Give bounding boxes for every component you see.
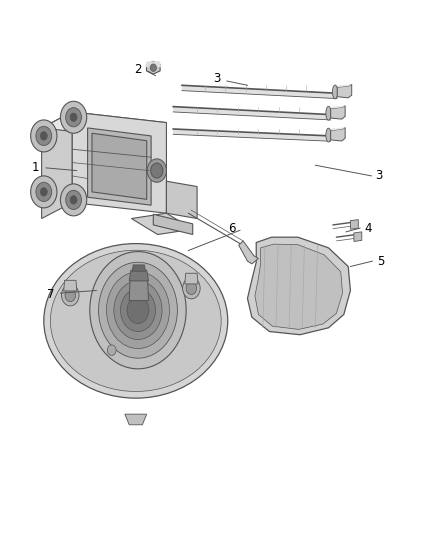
Ellipse shape (326, 107, 331, 120)
Polygon shape (42, 112, 72, 219)
Text: 2: 2 (134, 63, 142, 76)
Circle shape (60, 101, 87, 133)
Circle shape (114, 281, 162, 340)
Polygon shape (255, 244, 343, 329)
Circle shape (65, 289, 75, 302)
Polygon shape (64, 280, 77, 291)
Circle shape (31, 120, 57, 152)
Polygon shape (146, 61, 160, 74)
Circle shape (183, 278, 200, 299)
Circle shape (40, 188, 47, 196)
Text: 1: 1 (31, 161, 39, 174)
Ellipse shape (44, 244, 228, 398)
Polygon shape (129, 270, 148, 281)
Polygon shape (354, 232, 362, 241)
Polygon shape (331, 127, 345, 141)
Circle shape (120, 289, 155, 332)
Ellipse shape (326, 128, 331, 142)
Polygon shape (350, 220, 358, 229)
Circle shape (61, 285, 79, 306)
Polygon shape (331, 106, 345, 109)
Text: 4: 4 (364, 222, 372, 235)
Circle shape (150, 64, 156, 71)
Polygon shape (166, 181, 197, 219)
Circle shape (31, 176, 57, 208)
Polygon shape (331, 127, 345, 130)
Circle shape (127, 297, 149, 324)
Circle shape (66, 108, 81, 127)
Polygon shape (239, 241, 258, 264)
Circle shape (66, 190, 81, 209)
Circle shape (90, 252, 186, 369)
Polygon shape (88, 128, 151, 205)
Text: 7: 7 (46, 288, 54, 301)
Circle shape (36, 126, 52, 146)
Polygon shape (42, 112, 166, 139)
Polygon shape (185, 273, 198, 284)
Polygon shape (247, 237, 350, 335)
Polygon shape (182, 85, 337, 99)
Circle shape (151, 163, 163, 178)
Circle shape (186, 282, 197, 295)
Polygon shape (145, 61, 161, 67)
Circle shape (60, 184, 87, 216)
Ellipse shape (50, 250, 221, 391)
Text: 6: 6 (228, 222, 236, 235)
Circle shape (70, 113, 77, 122)
Polygon shape (337, 84, 352, 98)
Polygon shape (72, 112, 166, 213)
Circle shape (36, 182, 52, 201)
Polygon shape (153, 214, 193, 235)
Polygon shape (337, 84, 352, 87)
Circle shape (99, 262, 177, 358)
Polygon shape (132, 265, 145, 271)
Polygon shape (131, 213, 193, 235)
Circle shape (107, 345, 116, 356)
Polygon shape (173, 107, 331, 120)
Polygon shape (331, 106, 345, 119)
Polygon shape (92, 133, 147, 199)
Circle shape (40, 132, 47, 140)
Circle shape (106, 272, 170, 349)
Ellipse shape (332, 85, 338, 99)
Polygon shape (173, 129, 331, 141)
Circle shape (70, 196, 77, 204)
Text: 3: 3 (213, 72, 220, 85)
Text: 3: 3 (375, 169, 382, 182)
Polygon shape (125, 414, 147, 425)
Text: 5: 5 (378, 255, 385, 268)
Polygon shape (129, 279, 148, 301)
Circle shape (147, 159, 166, 182)
